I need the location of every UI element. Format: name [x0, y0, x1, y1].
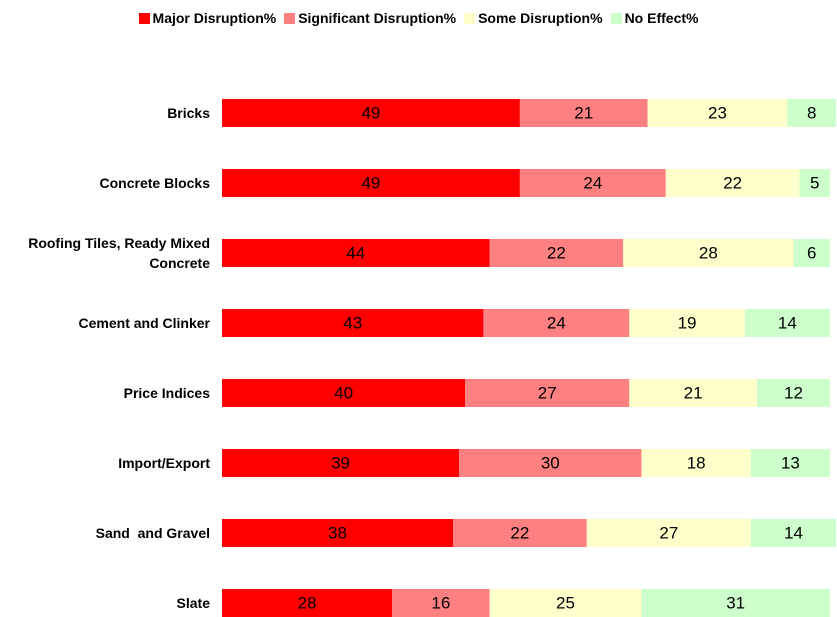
category-label: Concrete Blocks	[99, 175, 210, 191]
legend-swatch	[284, 12, 296, 24]
value-label: 14	[784, 524, 803, 543]
bar-segment	[222, 379, 466, 407]
bar-segment	[222, 169, 520, 197]
value-label: 18	[687, 454, 706, 473]
value-label: 25	[556, 594, 575, 613]
value-label: 16	[431, 594, 450, 613]
bar-segment	[392, 589, 490, 617]
value-label: 13	[781, 454, 800, 473]
value-label: 43	[343, 314, 362, 333]
value-label: 23	[708, 104, 727, 123]
category-label: Price Indices	[123, 385, 210, 401]
bar-segment	[222, 239, 490, 267]
value-label: 27	[538, 384, 557, 403]
legend-swatch	[464, 12, 476, 24]
legend-item: No Effect%	[610, 10, 699, 26]
category-label: Cement and Clinker	[78, 315, 210, 331]
value-label: 21	[574, 104, 593, 123]
bar-segment	[629, 379, 757, 407]
value-label: 8	[807, 104, 816, 123]
value-label: 12	[784, 384, 803, 403]
value-label: 24	[583, 174, 602, 193]
bar-segment	[665, 169, 800, 197]
bar-segment	[641, 449, 751, 477]
value-label: 19	[678, 314, 697, 333]
bar-segment	[623, 239, 794, 267]
value-label: 24	[547, 314, 566, 333]
bar-segment	[647, 99, 788, 127]
category-label: Roofing Tiles, Ready Mixed Concrete	[28, 235, 214, 271]
legend-label: Major Disruption%	[152, 10, 277, 26]
value-label: 27	[659, 524, 678, 543]
value-label: 21	[684, 384, 703, 403]
value-label: 22	[723, 174, 742, 193]
value-label: 6	[807, 244, 816, 263]
bar-segment	[459, 449, 642, 477]
category-label: Bricks	[167, 105, 210, 121]
bar-segment	[465, 379, 630, 407]
category-label: Sand and Gravel	[95, 525, 210, 541]
bar-segment	[222, 589, 393, 617]
bar-segment	[787, 99, 836, 127]
bar-segment	[222, 519, 454, 547]
bar-segment	[641, 589, 830, 617]
legend-item: Some Disruption%	[464, 10, 603, 26]
bar-segment	[629, 309, 745, 337]
bar-segment	[222, 449, 460, 477]
category-label: Import/Export	[118, 455, 210, 471]
bar-segment	[586, 519, 751, 547]
value-label: 30	[541, 454, 560, 473]
bar-segment	[756, 379, 830, 407]
bar-segment	[799, 169, 830, 197]
bar-segment	[519, 169, 666, 197]
value-label: 38	[328, 524, 347, 543]
bar-segment	[750, 449, 830, 477]
bar-segment	[222, 309, 484, 337]
bar-segment	[489, 589, 642, 617]
value-label: 40	[334, 384, 353, 403]
value-label: 44	[346, 244, 365, 263]
value-label: 22	[510, 524, 529, 543]
bar-segment	[489, 239, 624, 267]
legend-swatch	[610, 12, 622, 24]
value-label: 28	[298, 594, 317, 613]
value-label: 49	[361, 104, 380, 123]
bar-segment	[793, 239, 830, 267]
value-label: 28	[699, 244, 718, 263]
value-label: 39	[331, 454, 350, 473]
value-label: 31	[726, 594, 745, 613]
bar-segment	[483, 309, 630, 337]
bar-segment	[453, 519, 587, 547]
bar-segment	[750, 519, 836, 547]
value-label: 14	[778, 314, 797, 333]
value-label: 49	[361, 174, 380, 193]
legend-swatch	[138, 12, 150, 24]
value-label: 22	[547, 244, 566, 263]
legend-label: Significant Disruption%	[298, 10, 457, 26]
value-label: 5	[810, 174, 819, 193]
bar-segment	[519, 99, 648, 127]
legend-label: Some Disruption%	[478, 10, 603, 26]
bar-segment	[744, 309, 830, 337]
legend-label: No Effect%	[624, 10, 699, 26]
bar-segment	[222, 99, 520, 127]
category-label: Slate	[176, 595, 210, 611]
legend-item: Significant Disruption%	[284, 10, 456, 26]
legend-item: Major Disruption%	[138, 10, 277, 26]
legend: Major Disruption% Significant Disruption%…	[0, 10, 837, 26]
